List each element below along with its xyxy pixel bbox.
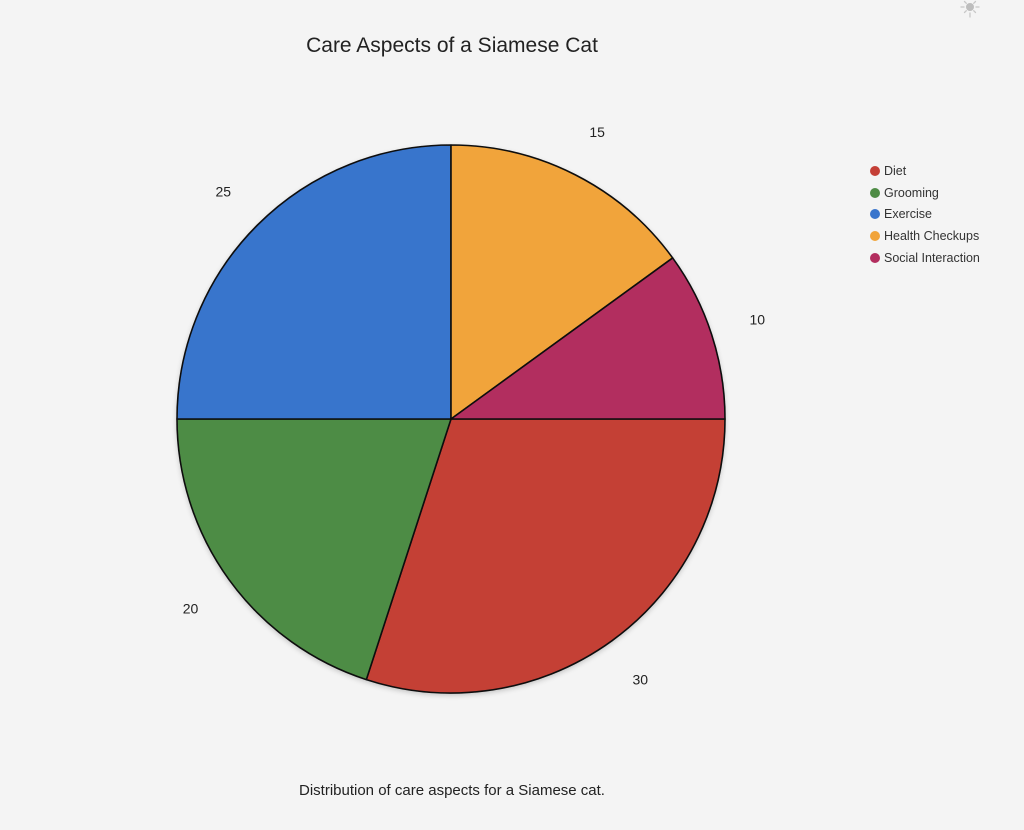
legend-swatch [870, 252, 880, 263]
data-label-social-interaction: 10 [749, 311, 765, 327]
chart-caption: Distribution of care aspects for a Siame… [299, 782, 605, 799]
chart-legend: Diet Grooming Exercise Health Checkups Socia… [870, 160, 980, 268]
legend-swatch [870, 209, 880, 220]
chart-title: Care Aspects of a Siamese Cat [306, 34, 598, 57]
legend-label: Exercise [884, 207, 932, 222]
legend-item-social-interaction[interactable]: Social Interaction [870, 247, 980, 269]
legend-swatch [870, 187, 880, 198]
data-label-diet: 30 [632, 672, 648, 688]
theme-toggle-button[interactable] [956, 0, 984, 20]
legend-label: Social Interaction [884, 250, 980, 265]
legend-item-grooming[interactable]: Grooming [870, 182, 980, 204]
pie-slice-health-checkups[interactable] [450, 144, 674, 420]
legend-label: Diet [884, 163, 907, 178]
legend-item-diet[interactable]: Diet [870, 160, 980, 182]
pie-slice-exercise[interactable] [176, 144, 452, 420]
pie-slice-diet[interactable] [365, 418, 726, 694]
legend-item-exercise[interactable]: Exercise [870, 203, 980, 225]
data-label-exercise: 25 [216, 183, 232, 199]
legend-label: Grooming [884, 185, 939, 200]
legend-swatch [870, 230, 880, 241]
data-label-health-checkups: 15 [589, 124, 605, 140]
sun-icon [960, 0, 980, 18]
legend-label: Health Checkups [884, 228, 980, 243]
pie-slice-grooming[interactable] [176, 418, 452, 681]
legend-swatch [870, 165, 880, 176]
pie-slice-social-interaction[interactable] [450, 257, 726, 420]
legend-item-health-checkups[interactable]: Health Checkups [870, 225, 980, 247]
data-label-grooming: 20 [183, 600, 199, 616]
